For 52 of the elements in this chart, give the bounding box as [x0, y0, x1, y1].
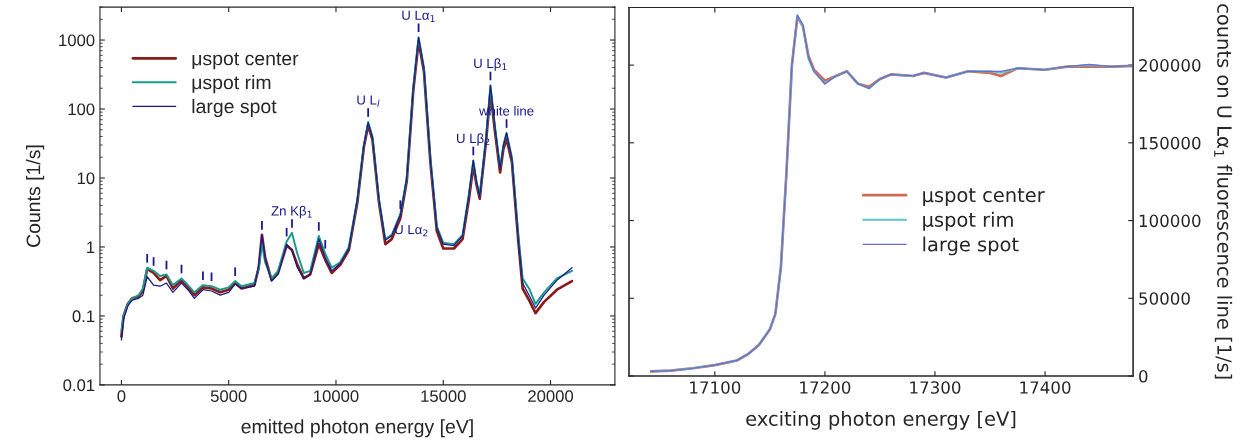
x-tick-label: 20000 — [528, 390, 574, 403]
x-tick-label: 17200 — [800, 381, 851, 394]
annotation: I — [261, 221, 263, 230]
annotation: I — [472, 146, 475, 156]
annotation: I — [210, 272, 213, 282]
y-tick-label: 1000 — [59, 34, 95, 47]
annotation: I — [417, 23, 420, 33]
annotation: I — [505, 119, 508, 128]
annotation: U Lβ$_{1}$ — [474, 58, 507, 71]
x-tick-label: 15000 — [421, 390, 466, 403]
y-tick-label: 1 — [87, 241, 95, 254]
y2-tick-label: 100000 — [1139, 214, 1201, 228]
legend-label: large spot — [923, 236, 1019, 256]
x-tick-label: 5000 — [210, 390, 247, 403]
annotation: U L$_{l}$ — [357, 95, 380, 107]
annotation: I — [146, 254, 149, 263]
y2-tick-label: 150000 — [1139, 136, 1201, 150]
legend-label: μspot center — [923, 188, 1045, 207]
legend-label: μspot rim — [923, 211, 1013, 231]
y2-tick-label: 0 — [1139, 369, 1148, 383]
annotation: I — [317, 222, 320, 231]
legend-label: μspot center — [192, 52, 299, 70]
x-tick-label: 17300 — [910, 381, 961, 394]
annotation: I — [324, 239, 327, 249]
annotation: I — [202, 271, 204, 280]
y-tick-label: 0.01 — [63, 379, 95, 392]
x-tick-label: 0 — [117, 390, 126, 403]
x-tick-label: 17400 — [1020, 381, 1071, 394]
annotation: Zn Kβ$_{1}$ — [271, 205, 312, 219]
annotation: I — [291, 219, 293, 228]
annotation: I — [489, 71, 492, 81]
x-axis-title: emitted photon energy [eV] — [241, 419, 473, 438]
y2-axis-title: counts on U Lα$_{1}$ fluorescence line [1/s] — [1214, 4, 1233, 379]
x-tick-label: 17100 — [690, 381, 741, 394]
y2-tick-label: 50000 — [1139, 292, 1190, 305]
annotation: I — [399, 200, 402, 209]
annotation: I — [152, 257, 155, 266]
y2-tick-label: 200000 — [1139, 59, 1201, 72]
annotation: U Lα$_{1}$ — [402, 10, 435, 22]
annotation: I — [165, 260, 168, 270]
y-tick-label: 100 — [68, 103, 95, 116]
annotation: I — [285, 227, 288, 237]
x-tick-label: 10000 — [314, 390, 359, 403]
annotation: I — [180, 264, 183, 274]
x-axis-title: exciting photon energy [eV] — [746, 410, 1016, 430]
y-axis-title: Counts [1/s] — [26, 145, 45, 247]
annotation: I — [234, 267, 237, 276]
y-tick-label: 10 — [77, 172, 95, 185]
annotation: I — [367, 108, 370, 117]
y-tick-label: 0.1 — [72, 310, 95, 323]
legend-label: μspot rim — [192, 75, 271, 94]
legend-label: large spot — [192, 98, 277, 118]
